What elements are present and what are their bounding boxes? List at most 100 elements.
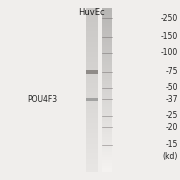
Bar [86, 84, 98, 86]
Bar [86, 70, 98, 74]
Bar [86, 58, 98, 60]
Bar [86, 128, 98, 129]
Bar [86, 10, 98, 11]
Bar [86, 33, 98, 34]
Bar [102, 24, 112, 26]
Bar [102, 10, 112, 11]
Bar [102, 35, 112, 37]
Bar [86, 53, 98, 55]
Bar [86, 49, 98, 51]
Bar [102, 77, 112, 79]
Bar [86, 102, 98, 104]
Bar [86, 20, 98, 22]
Bar [102, 133, 112, 135]
Bar [86, 132, 98, 134]
Bar [102, 166, 112, 167]
Bar [86, 156, 98, 158]
Bar [102, 33, 112, 34]
Bar [102, 160, 112, 162]
Bar [86, 144, 98, 146]
Bar [102, 15, 112, 17]
Bar [102, 56, 112, 57]
Bar [102, 121, 112, 123]
Bar [86, 122, 98, 124]
Bar [86, 46, 98, 48]
Bar [86, 106, 98, 108]
Bar [86, 137, 98, 139]
Bar [102, 159, 112, 161]
Bar [86, 75, 98, 76]
Text: -37: -37 [165, 95, 178, 104]
Bar [86, 41, 98, 42]
Bar [102, 98, 112, 100]
Bar [102, 153, 112, 155]
Bar [102, 158, 112, 159]
Bar [86, 18, 98, 19]
Text: -15: -15 [166, 140, 178, 149]
Bar [86, 23, 98, 25]
Bar [86, 14, 98, 15]
Bar [86, 138, 98, 140]
Bar [102, 161, 112, 163]
Bar [102, 95, 112, 97]
Bar [86, 145, 98, 147]
Bar [86, 149, 98, 151]
Bar [102, 16, 112, 18]
Bar [86, 140, 98, 142]
Bar [86, 98, 98, 100]
Bar [86, 170, 98, 172]
Bar [86, 95, 98, 97]
Bar [86, 153, 98, 155]
Bar [102, 54, 112, 56]
Bar [102, 113, 112, 114]
Text: (kd): (kd) [163, 152, 178, 161]
Bar [86, 133, 98, 135]
Bar [86, 71, 98, 72]
Bar [86, 37, 98, 39]
Bar [102, 28, 112, 30]
Bar [102, 104, 112, 106]
Bar [102, 89, 112, 91]
Bar [86, 136, 98, 138]
Bar [102, 118, 112, 120]
Bar [86, 64, 98, 66]
Bar [86, 50, 98, 52]
Bar [102, 134, 112, 136]
Bar [86, 123, 98, 125]
Bar [86, 100, 98, 102]
Bar [102, 57, 112, 59]
Bar [102, 141, 112, 143]
Bar [102, 51, 112, 53]
Bar [86, 121, 98, 123]
Bar [86, 104, 98, 106]
Bar [102, 62, 112, 64]
Bar [86, 113, 98, 114]
Bar [86, 115, 98, 117]
Bar [86, 24, 98, 26]
Bar [102, 170, 112, 172]
Bar [86, 77, 98, 79]
Bar [86, 57, 98, 59]
Bar [102, 79, 112, 80]
Bar [86, 98, 98, 101]
Bar [86, 119, 98, 121]
Bar [86, 11, 98, 13]
Text: -150: -150 [161, 32, 178, 41]
Bar [102, 84, 112, 86]
Bar [102, 115, 112, 117]
Bar [102, 8, 112, 10]
Bar [102, 43, 112, 45]
Bar [86, 76, 98, 78]
Bar [102, 94, 112, 95]
Bar [86, 158, 98, 159]
Bar [102, 148, 112, 150]
Bar [102, 145, 112, 147]
Bar [86, 79, 98, 80]
Bar [102, 100, 112, 102]
Bar [102, 60, 112, 62]
Bar [86, 28, 98, 30]
Bar [102, 91, 112, 93]
Bar [86, 147, 98, 148]
Bar [102, 31, 112, 33]
Bar [102, 110, 112, 112]
